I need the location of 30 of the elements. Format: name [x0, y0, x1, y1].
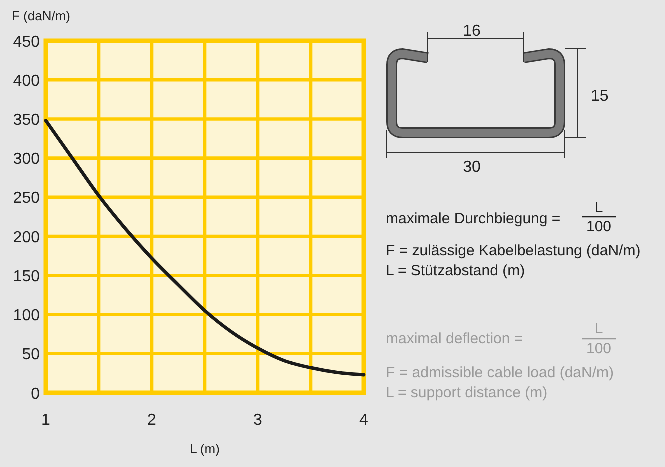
- y-tick-label: 400: [13, 72, 40, 90]
- text: L = Stützabstand (m): [386, 262, 526, 280]
- x-tick-label: 2: [148, 412, 157, 429]
- y-tick-label: 300: [13, 151, 40, 168]
- text: 30: [463, 158, 481, 176]
- y-tick-label: 50: [22, 346, 40, 364]
- line-series: [44, 119, 366, 377]
- y-tick-label: 250: [13, 190, 40, 208]
- text: 100: [586, 340, 612, 358]
- x-tick-label: 3: [254, 412, 263, 429]
- y-tick-label: 150: [13, 268, 40, 286]
- text: 16: [463, 22, 481, 40]
- text: maximal deflection =: [386, 330, 524, 348]
- x-tick-label: 1: [42, 412, 51, 429]
- text: 100: [586, 218, 612, 236]
- y-tick-label: 450: [13, 34, 40, 51]
- text: F = zulässige Kabelbelastung (daN/m): [386, 242, 641, 260]
- y-tick-label: 350: [13, 112, 40, 129]
- text: maximale Durchbiegung =: [386, 210, 561, 228]
- x-axis-title: L (m): [190, 442, 220, 457]
- y-axis-title: F (daN/m): [12, 8, 70, 24]
- text: L = support distance (m): [386, 384, 548, 402]
- x-tick-label: 4: [360, 412, 369, 429]
- text: F = admissible cable load (daN/m): [386, 364, 614, 382]
- text: L: [594, 320, 604, 338]
- y-tick-label: 100: [13, 308, 40, 325]
- y-tick-label: 0: [31, 386, 40, 403]
- text: L: [594, 199, 604, 216]
- y-tick-label: 200: [13, 229, 40, 246]
- text: 15: [591, 88, 609, 105]
